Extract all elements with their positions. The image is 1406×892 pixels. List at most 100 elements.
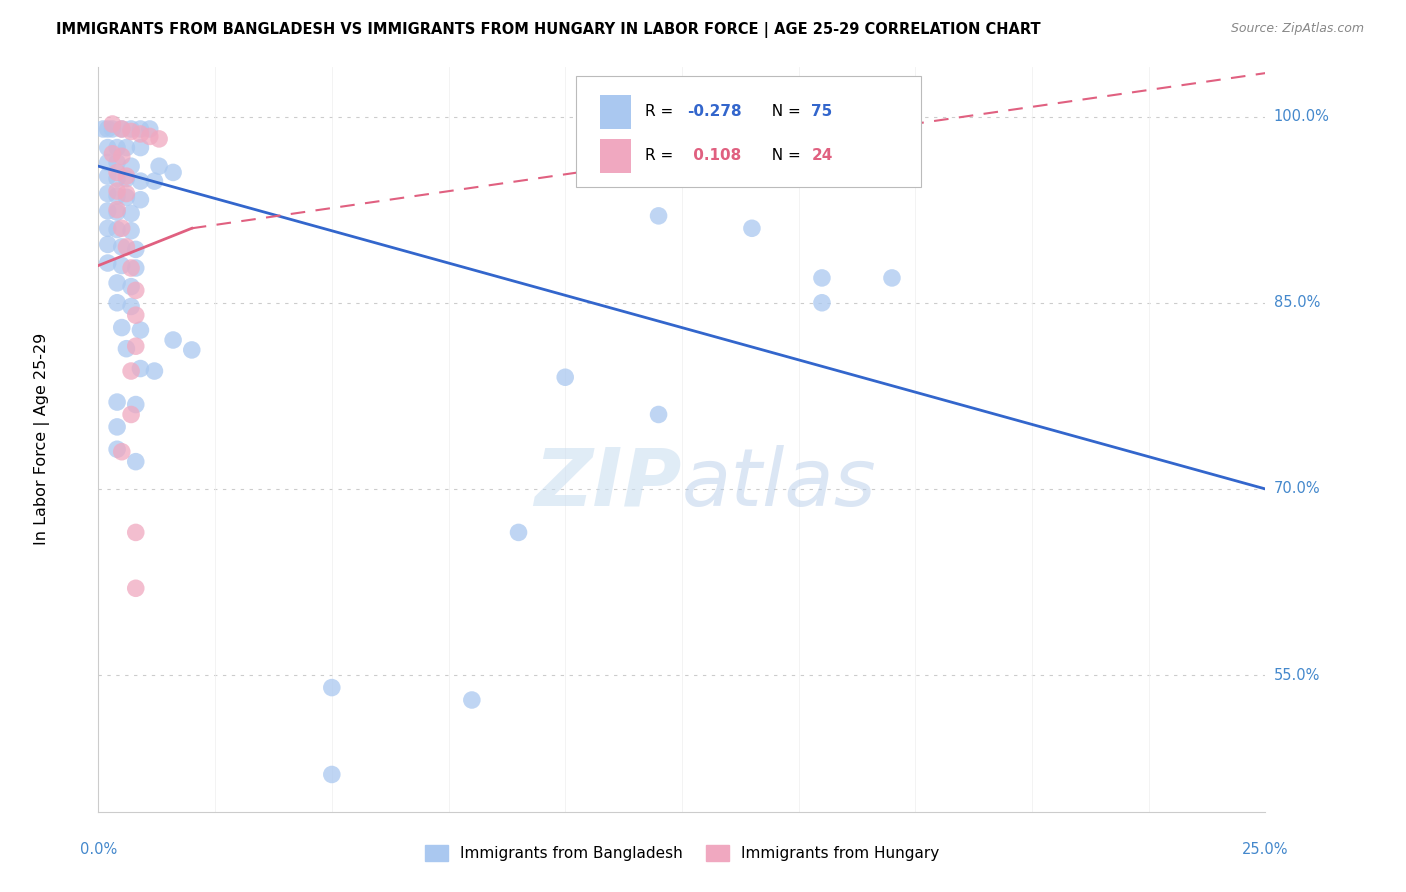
Text: N =: N =: [762, 148, 806, 163]
Point: [125, 398, 148, 412]
Point: [111, 122, 134, 136]
Point: [321, 767, 343, 781]
Point: [115, 169, 138, 183]
Point: [129, 122, 152, 136]
Point: [105, 165, 128, 179]
Point: [143, 174, 166, 188]
Text: ZIP: ZIP: [534, 445, 682, 523]
Text: 24: 24: [811, 148, 832, 163]
Point: [120, 159, 142, 173]
Point: [811, 271, 834, 285]
Point: [111, 444, 134, 458]
Point: [111, 122, 134, 136]
Point: [105, 222, 128, 236]
Point: [111, 240, 134, 254]
Point: [129, 193, 152, 207]
Point: [120, 300, 142, 314]
Text: 0.108: 0.108: [688, 148, 741, 163]
Point: [554, 370, 576, 384]
Point: [105, 276, 128, 290]
Point: [115, 186, 138, 201]
Point: [101, 122, 124, 136]
Point: [647, 408, 669, 422]
Point: [97, 256, 120, 270]
Point: [129, 174, 152, 188]
Point: [97, 155, 120, 169]
Point: [162, 333, 184, 347]
Point: [125, 308, 148, 322]
Text: 75: 75: [811, 103, 832, 119]
Point: [111, 149, 134, 163]
Text: R =: R =: [645, 148, 679, 163]
Point: [115, 171, 138, 186]
Point: [880, 271, 903, 285]
Point: [120, 260, 142, 275]
Text: atlas: atlas: [682, 445, 877, 523]
Point: [115, 140, 138, 154]
Point: [111, 259, 134, 273]
Point: [97, 140, 120, 154]
Point: [125, 243, 148, 257]
Point: [101, 146, 124, 161]
Text: Source: ZipAtlas.com: Source: ZipAtlas.com: [1230, 22, 1364, 36]
Point: [139, 129, 162, 144]
Point: [125, 582, 148, 596]
Point: [143, 364, 166, 378]
Point: [105, 420, 128, 434]
Text: 70.0%: 70.0%: [1274, 482, 1320, 497]
Text: 85.0%: 85.0%: [1274, 295, 1320, 310]
Point: [139, 122, 162, 136]
Point: [111, 221, 134, 235]
Point: [97, 122, 120, 136]
Point: [111, 320, 134, 334]
Point: [105, 295, 128, 310]
Point: [508, 525, 530, 540]
Point: [125, 260, 148, 275]
Point: [115, 240, 138, 254]
Point: [105, 395, 128, 409]
Point: [120, 279, 142, 293]
Point: [125, 525, 148, 540]
Point: [180, 343, 202, 357]
Point: [162, 165, 184, 179]
Point: [148, 159, 170, 173]
Point: [811, 295, 834, 310]
Point: [105, 171, 128, 186]
Text: N =: N =: [762, 103, 806, 119]
Point: [97, 221, 120, 235]
Point: [115, 342, 138, 356]
Point: [105, 205, 128, 219]
Point: [125, 339, 148, 353]
Text: 0.0%: 0.0%: [80, 842, 117, 857]
Point: [105, 155, 128, 169]
Text: 55.0%: 55.0%: [1274, 668, 1320, 682]
Point: [741, 221, 763, 235]
Point: [120, 408, 142, 422]
Point: [461, 693, 484, 707]
Point: [115, 190, 138, 204]
Text: In Labor Force | Age 25-29: In Labor Force | Age 25-29: [34, 334, 51, 545]
Point: [101, 117, 124, 131]
Text: 25.0%: 25.0%: [1241, 842, 1289, 857]
Point: [105, 140, 128, 154]
Point: [129, 323, 152, 337]
Point: [321, 681, 343, 695]
Point: [105, 189, 128, 203]
Point: [120, 364, 142, 378]
Point: [97, 203, 120, 218]
Point: [97, 169, 120, 183]
Point: [125, 284, 148, 298]
Point: [105, 202, 128, 217]
Point: [148, 132, 170, 146]
Point: [129, 140, 152, 154]
Point: [120, 206, 142, 220]
Point: [91, 122, 114, 136]
Point: [125, 455, 148, 469]
Text: -0.278: -0.278: [688, 103, 742, 119]
Point: [120, 124, 142, 138]
Point: [120, 122, 142, 136]
Text: R =: R =: [645, 103, 679, 119]
Point: [97, 237, 120, 252]
Text: IMMIGRANTS FROM BANGLADESH VS IMMIGRANTS FROM HUNGARY IN LABOR FORCE | AGE 25-29: IMMIGRANTS FROM BANGLADESH VS IMMIGRANTS…: [56, 22, 1040, 38]
Point: [647, 209, 669, 223]
